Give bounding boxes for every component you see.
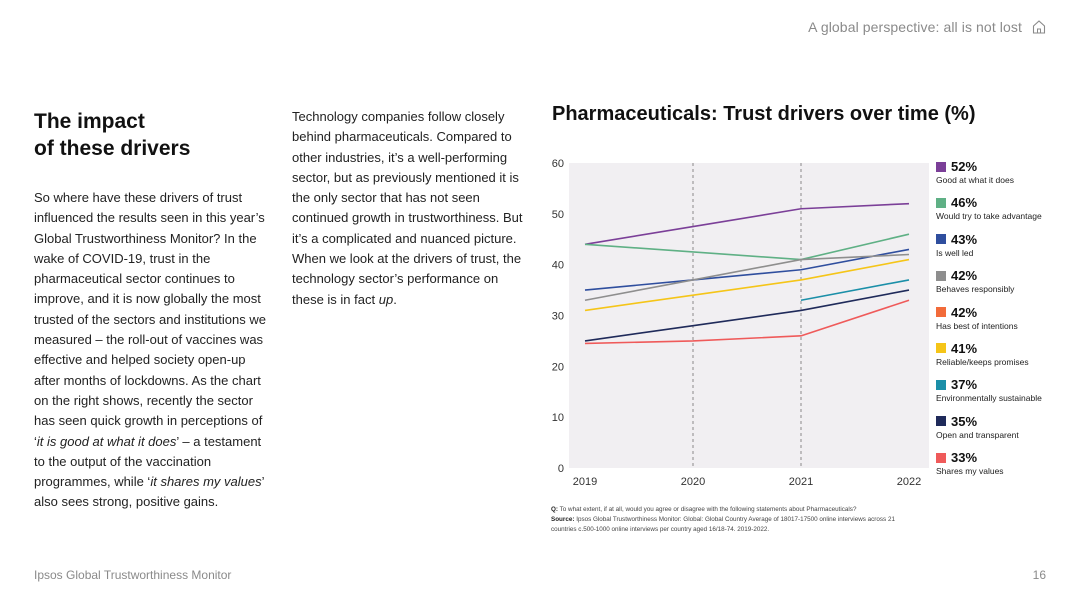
line-chart: 0 10 20 30 40 50 60 2019 2020 2021 2022 — [552, 158, 929, 488]
series-line-reliable-keeps-promises — [584, 258, 910, 312]
legend-value-row: 52% — [936, 158, 1076, 175]
col2-em: up — [378, 291, 394, 307]
y-tick-label: 0 — [558, 463, 564, 475]
x-tick-label: 2020 — [681, 476, 705, 488]
series-line-open-and-transparent — [584, 289, 910, 342]
col2-end: . — [393, 291, 397, 307]
series-line-is-well-led — [584, 248, 910, 291]
legend-swatch — [936, 452, 946, 463]
col1-em2: it shares my values — [150, 474, 262, 490]
legend-value: 52% — [951, 159, 978, 174]
legend-swatch — [936, 343, 946, 354]
legend-value-row: 37% — [936, 376, 1076, 393]
legend-swatch — [936, 307, 946, 318]
legend-label: Would try to take advantage — [936, 211, 1042, 222]
chart-note: Q: To what extent, if at all, would you … — [551, 505, 921, 535]
legend-value-row: 35% — [936, 413, 1076, 430]
section-heading: The impact of these drivers — [34, 108, 264, 162]
legend-swatch — [936, 379, 946, 390]
legend-value: 37% — [951, 377, 978, 393]
legend-value-row: 42% — [936, 267, 1076, 284]
plot-area — [569, 163, 929, 468]
legend-value-row: 33% — [936, 449, 1076, 466]
series-line-would-try-to-take-advantage — [584, 233, 910, 261]
y-tick-label: 60 — [552, 158, 564, 170]
legend-value-row: 43% — [936, 231, 1076, 248]
col1-p2: ’ – a testament to the output of the vac… — [34, 433, 262, 490]
legend-item: 37% Environmentally sustainable — [936, 376, 1076, 412]
legend-value-row: 42% — [936, 304, 1076, 321]
legend-label: Reliable/keeps promises — [936, 356, 1029, 367]
col1-p3: ’ also sees strong, positive gains. — [34, 474, 264, 510]
legend-value: 41% — [951, 340, 978, 356]
y-tick-label: 20 — [552, 361, 564, 373]
legend-item: 33% Shares my values — [936, 449, 1076, 485]
series-line-behaves-responsibly — [584, 253, 910, 302]
legend-item: 42% Behaves responsibly — [936, 267, 1076, 303]
legend-value: 46% — [951, 195, 978, 211]
page-number: 16 — [1032, 568, 1046, 582]
legend-swatch — [936, 416, 946, 427]
legend-label: Is well led — [936, 247, 974, 258]
legend-swatch — [936, 197, 946, 208]
legend-value: 43% — [951, 231, 978, 247]
body-column-2: Technology companies follow closely behi… — [292, 107, 532, 310]
legend-item: 35% Open and transparent — [936, 413, 1076, 449]
legend-label: Open and transparent — [936, 429, 1019, 440]
col1-em1: it is good at what it does — [36, 433, 177, 449]
source-label: Source: — [551, 516, 575, 523]
col2-text: Technology companies follow closely behi… — [292, 109, 523, 307]
legend-value: 42% — [951, 304, 978, 320]
question-label: Q: — [551, 506, 558, 513]
home-icon[interactable] — [1032, 19, 1046, 35]
legend-item: 41% Reliable/keeps promises — [936, 340, 1076, 376]
legend-value-row: 46% — [936, 194, 1076, 211]
legend-value: 35% — [951, 413, 978, 429]
question-note: Q: To what extent, if at all, would you … — [551, 505, 921, 515]
legend-swatch — [936, 270, 946, 281]
legend-label: Environmentally sustainable — [936, 393, 1042, 404]
section-heading-line2: of these drivers — [34, 137, 191, 160]
legend-swatch — [936, 234, 946, 245]
source-text: Ipsos Global Trustworthiness Monitor: Gl… — [551, 516, 895, 533]
series-line-shares-my-values — [584, 299, 910, 345]
y-tick-label: 30 — [552, 311, 564, 323]
series-line-good-at-what-it-does — [584, 202, 910, 246]
legend-value: 42% — [951, 268, 978, 284]
chart-title: Pharmaceuticals: Trust drivers over time… — [552, 103, 976, 125]
legend-item: 46% Would try to take advantage — [936, 194, 1076, 230]
y-tick-label: 50 — [552, 209, 564, 221]
legend-label: Good at what it does — [936, 175, 1014, 185]
y-tick-label: 40 — [552, 260, 564, 272]
legend-value-row: 41% — [936, 340, 1076, 357]
legend-value: 33% — [951, 450, 978, 466]
legend-label: Shares my values — [936, 466, 1004, 477]
legend-swatch — [936, 161, 946, 172]
source-note: Source: Ipsos Global Trustworthiness Mon… — [551, 515, 921, 535]
x-tick-label: 2022 — [897, 476, 921, 488]
legend-label: Has best of intentions — [936, 320, 1018, 331]
col1-p1: So where have these drivers of trust inf… — [34, 190, 266, 449]
series-line-environmentally-sustainable — [800, 279, 910, 302]
header-title: A global perspective: all is not lost — [808, 19, 1022, 35]
chart-legend: 52% Good at what it does 46% Would try to t… — [936, 158, 1076, 486]
x-tick-label: 2019 — [573, 476, 597, 488]
question-text: To what extent, if at all, would you agr… — [559, 506, 857, 513]
footer-brand: Ipsos Global Trustworthiness Monitor — [34, 568, 232, 582]
body-column-1: So where have these drivers of trust inf… — [34, 188, 274, 513]
section-heading-line1: The impact — [34, 110, 145, 133]
y-tick-label: 10 — [552, 412, 564, 424]
legend-item: 52% Good at what it does — [936, 158, 1076, 194]
legend-label: Behaves responsibly — [936, 284, 1015, 295]
legend-item: 42% Has best of intentions — [936, 304, 1076, 340]
legend-item: 43% Is well led — [936, 231, 1076, 267]
x-tick-label: 2021 — [789, 476, 813, 488]
